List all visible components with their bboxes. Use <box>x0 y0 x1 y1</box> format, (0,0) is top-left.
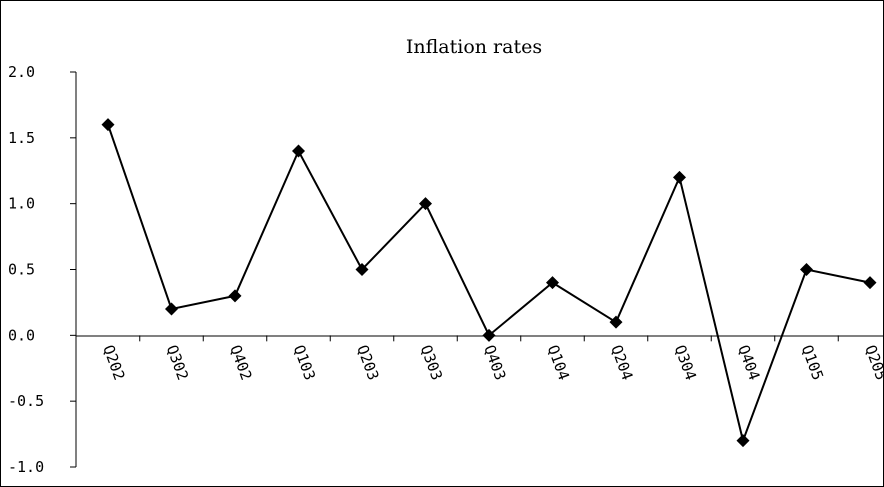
data-point-marker <box>165 302 178 316</box>
y-tick-label: 0.0 <box>8 326 35 344</box>
y-tick-label: 1.5 <box>8 129 35 147</box>
chart-title: Inflation rates <box>406 36 542 58</box>
data-point-marker <box>228 289 242 303</box>
y-tick-label: -0.5 <box>8 392 44 410</box>
y-tick-label: 2.0 <box>8 63 35 81</box>
y-tick-label: -1.0 <box>8 458 44 476</box>
y-tick-label: 0.5 <box>8 261 35 279</box>
data-point-marker <box>101 118 115 132</box>
series-inflation <box>101 118 877 448</box>
y-ticks: 2.0 1.5 1.0 0.5 0.0 -0.5 -1.0 <box>8 63 76 476</box>
data-point-marker <box>546 276 559 290</box>
data-point-marker <box>863 276 877 290</box>
data-point-marker <box>736 434 750 448</box>
data-point-marker <box>800 263 813 276</box>
data-point-marker <box>673 170 686 184</box>
data-point-marker <box>609 315 623 329</box>
data-point-marker <box>292 144 305 158</box>
data-point-marker <box>355 263 369 276</box>
data-point-marker <box>419 197 432 211</box>
y-tick-label: 1.0 <box>8 195 35 213</box>
data-point-marker <box>482 328 496 342</box>
